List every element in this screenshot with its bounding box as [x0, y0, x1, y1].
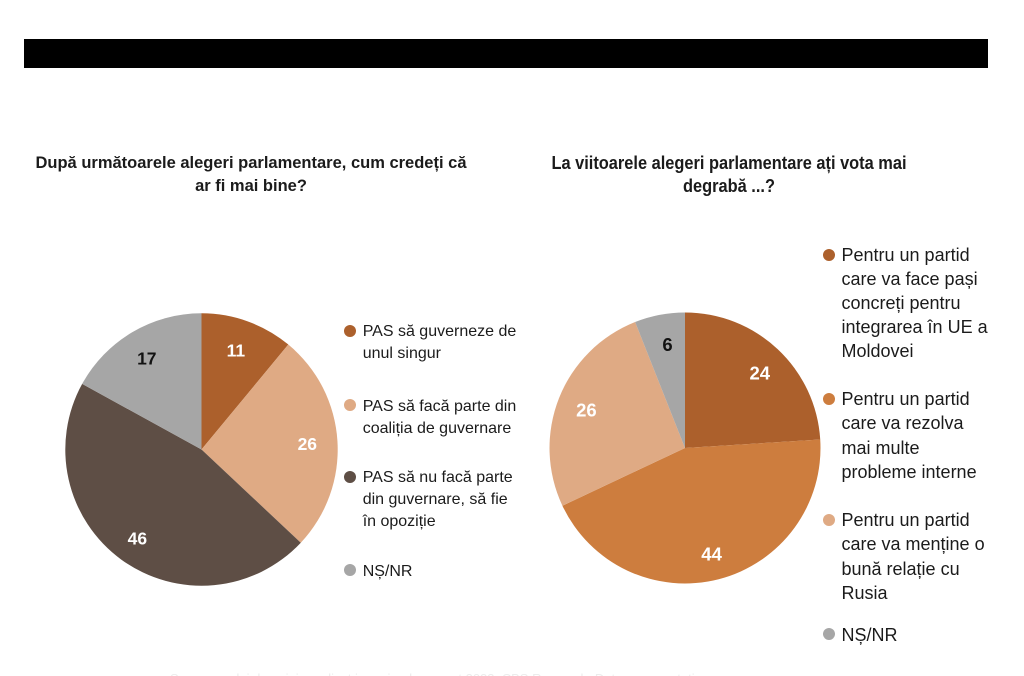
svg-text:26: 26 [298, 434, 318, 454]
svg-text:46: 46 [128, 529, 148, 549]
svg-text:44: 44 [701, 543, 722, 564]
svg-text:6: 6 [662, 334, 672, 355]
svg-text:24: 24 [750, 363, 771, 384]
svg-text:17: 17 [137, 348, 156, 368]
svg-text:11: 11 [227, 340, 246, 360]
svg-text:26: 26 [576, 400, 597, 421]
